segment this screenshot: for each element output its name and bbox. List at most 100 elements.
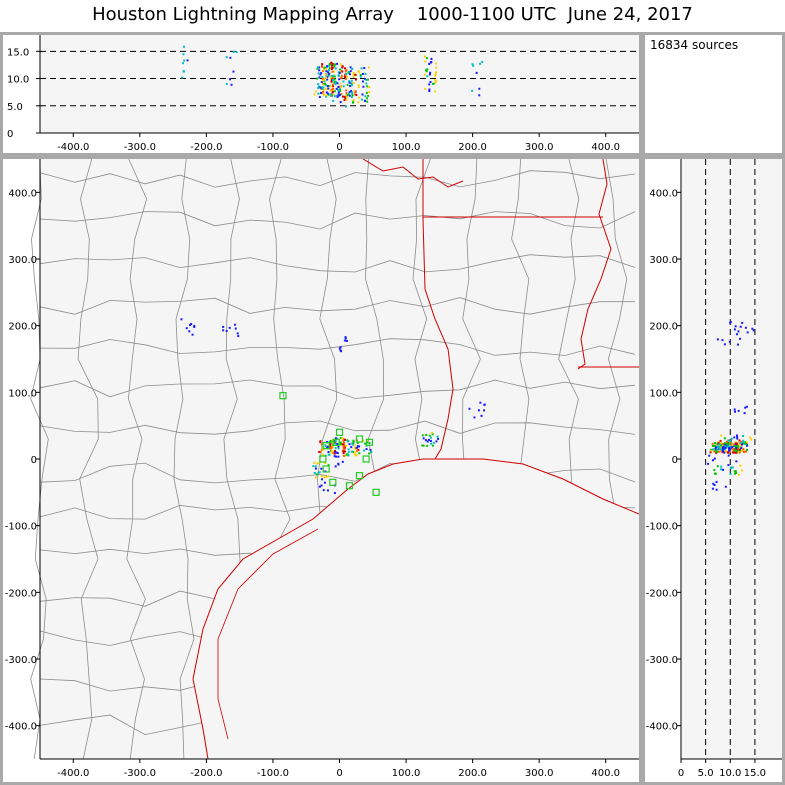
lightning-source-point	[734, 410, 737, 413]
lightning-source-point	[733, 445, 736, 448]
plan-view-map: 400.0 300.0 200.0 100.0 0 -100.0 -200.0 -300.0 -…	[5, 159, 639, 779]
lightning-source-point	[327, 73, 330, 76]
lightning-source-point	[723, 442, 726, 445]
side-y-tick-label: -200.0	[646, 588, 678, 599]
lightning-source-point	[716, 338, 719, 341]
lightning-source-point	[707, 462, 710, 465]
lightning-source-point	[426, 75, 429, 78]
lightning-source-point	[193, 325, 196, 328]
lightning-source-point	[708, 454, 711, 457]
lightning-source-point	[429, 440, 432, 443]
lightning-source-point	[319, 440, 322, 443]
lightning-source-point	[739, 325, 742, 328]
lightning-source-point	[325, 91, 328, 94]
lightning-source-point	[714, 446, 717, 449]
lightning-source-point	[334, 442, 337, 445]
county-line	[39, 379, 636, 399]
lightning-source-point	[193, 324, 196, 327]
lightning-source-point	[341, 66, 344, 69]
lightning-source-point	[357, 84, 360, 87]
lightning-source-point	[478, 87, 481, 90]
lightning-source-point	[719, 447, 722, 450]
county-line	[173, 159, 195, 760]
lightning-source-point	[721, 442, 724, 445]
lightning-source-point	[344, 337, 347, 340]
lightning-source-point	[318, 485, 321, 488]
lightning-source-point	[713, 457, 716, 460]
lightning-source-point	[334, 465, 337, 468]
lightning-source-point	[724, 445, 727, 448]
lightning-source-point	[434, 72, 437, 75]
lightning-source-point	[222, 325, 225, 328]
lightning-source-point	[345, 453, 348, 456]
lightning-source-point	[331, 76, 334, 79]
lightning-source-point	[326, 445, 329, 448]
lightning-source-point	[352, 101, 355, 104]
lightning-source-point	[333, 75, 336, 78]
lightning-source-point	[735, 434, 738, 437]
lightning-source-point	[358, 96, 361, 99]
lightning-source-point	[350, 89, 353, 92]
lightning-source-point	[368, 442, 371, 445]
lightning-source-point	[334, 449, 337, 452]
lightning-source-point	[736, 435, 739, 438]
lightning-source-point	[341, 95, 344, 98]
gulf-of-mexico-water	[193, 459, 639, 759]
lightning-source-point	[421, 444, 424, 447]
lightning-source-point	[366, 100, 369, 103]
lightning-source-point	[180, 318, 183, 321]
lightning-source-point	[327, 451, 330, 454]
lightning-source-point	[743, 451, 746, 454]
lightning-source-point	[339, 85, 342, 88]
lightning-source-point	[333, 90, 336, 93]
lightning-source-point	[722, 450, 725, 453]
lightning-source-point	[330, 94, 333, 97]
lightning-source-point	[735, 460, 738, 463]
lightning-source-point	[333, 65, 336, 68]
lightning-source-point	[729, 450, 732, 453]
lightning-source-point	[367, 66, 370, 69]
lightning-source-point	[734, 444, 737, 447]
lightning-source-point	[341, 460, 344, 463]
lightning-source-point	[324, 73, 327, 76]
lightning-source-point	[344, 77, 347, 80]
lightning-source-point	[344, 336, 347, 339]
lightning-source-point	[340, 74, 343, 77]
lightning-source-point	[432, 82, 435, 85]
lightning-source-point	[323, 66, 326, 69]
alt-x-tick-label: 200.0	[458, 142, 487, 153]
lma-station-marker	[319, 455, 327, 463]
lightning-source-point	[722, 447, 725, 450]
lightning-source-point	[351, 91, 354, 94]
lightning-source-point	[430, 436, 433, 439]
lightning-source-point	[723, 343, 726, 346]
lightning-source-point	[751, 327, 754, 330]
lightning-source-point	[351, 92, 354, 95]
map-y-tick-label: 0	[31, 455, 37, 466]
map-x-tick-label: 100.0	[392, 768, 421, 779]
lightning-source-point	[314, 465, 317, 468]
lightning-source-point	[744, 326, 747, 329]
lightning-source-point	[714, 472, 717, 475]
lightning-source-point	[323, 77, 326, 80]
lightning-source-point	[330, 446, 333, 449]
lightning-source-point	[342, 80, 345, 83]
lightning-source-point	[337, 91, 340, 94]
lightning-source-point	[727, 443, 730, 446]
lightning-source-point	[713, 469, 716, 472]
lightning-source-point	[331, 446, 334, 449]
lightning-source-point	[740, 446, 743, 449]
lightning-source-point	[225, 329, 228, 332]
lightning-source-point	[189, 324, 192, 327]
lightning-source-point	[182, 53, 185, 56]
lightning-source-point	[314, 467, 317, 470]
lightning-source-point	[737, 330, 740, 333]
lightning-source-point	[723, 451, 726, 454]
lightning-source-point	[190, 323, 193, 326]
lightning-source-point	[327, 464, 330, 467]
lightning-source-point	[344, 450, 347, 453]
county-line	[39, 254, 636, 273]
lightning-source-point	[225, 82, 228, 85]
lightning-source-point	[339, 82, 342, 85]
lightning-source-point	[329, 93, 332, 96]
